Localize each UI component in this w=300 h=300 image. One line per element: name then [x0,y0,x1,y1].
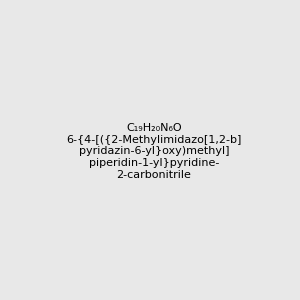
Text: C₁₉H₂₀N₆O
6-{4-[({2-Methylimidazo[1,2-b]
pyridazin-6-yl}oxy)methyl]
piperidin-1-: C₁₉H₂₀N₆O 6-{4-[({2-Methylimidazo[1,2-b]… [66,123,242,180]
